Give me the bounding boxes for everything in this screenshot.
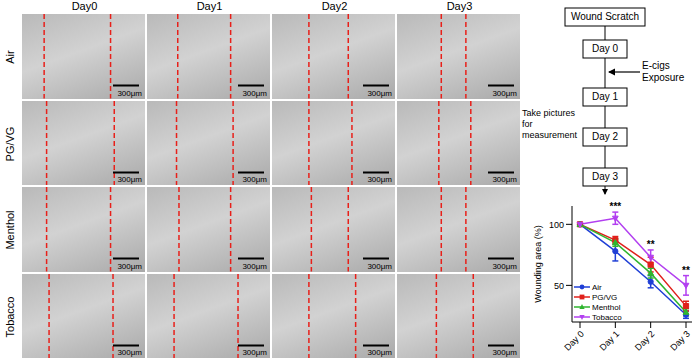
html-text:Day 0: Day 0 bbox=[591, 43, 619, 54]
html-text:Day2: Day2 bbox=[321, 0, 348, 12]
html-text:Air: Air bbox=[4, 50, 16, 64]
html-text:Day 1: Day 1 bbox=[591, 91, 619, 102]
html-text:300μm: 300μm bbox=[367, 348, 392, 357]
html-text:Tobacco: Tobacco bbox=[592, 312, 622, 322]
html-text:300μm: 300μm bbox=[492, 261, 517, 271]
html-text:Day 3: Day 3 bbox=[591, 171, 619, 182]
svg-text:Wounding area (%): Wounding area (%) bbox=[533, 225, 543, 302]
html-text:300μm: 300μm bbox=[117, 88, 142, 98]
html-text:Tobacco: Tobacco bbox=[4, 296, 16, 338]
html-text:Day1: Day1 bbox=[196, 0, 223, 12]
html-text:300μm: 300μm bbox=[367, 175, 392, 184]
html-text:300μm: 300μm bbox=[492, 175, 517, 184]
html-text:300μm: 300μm bbox=[492, 88, 517, 98]
html-text:300μm: 300μm bbox=[242, 348, 267, 357]
html-text:PG/VG: PG/VG bbox=[4, 126, 16, 162]
svg-text:Day 0: Day 0 bbox=[562, 329, 586, 353]
html-text:Take pictures for measurement: Take pictures for measurement bbox=[522, 108, 577, 140]
html-text:300μm: 300μm bbox=[117, 261, 142, 271]
html-text:Day0: Day0 bbox=[71, 0, 98, 12]
svg-text:Day 2: Day 2 bbox=[633, 329, 657, 353]
svg-text:Day 1: Day 1 bbox=[598, 329, 622, 353]
html-text:300μm: 300μm bbox=[117, 175, 142, 184]
html-text:300μm: 300μm bbox=[242, 175, 267, 184]
html-text:300μm: 300μm bbox=[242, 261, 267, 271]
html-text:Day 2: Day 2 bbox=[591, 131, 619, 142]
svg-text:**: ** bbox=[682, 265, 690, 276]
svg-text:100: 100 bbox=[549, 220, 564, 230]
html-text:300μm: 300μm bbox=[117, 348, 142, 357]
html-text:Menthol: Menthol bbox=[4, 210, 16, 250]
html-text:PG/VG: PG/VG bbox=[592, 292, 618, 302]
html-text:E-cigs Exposure: E-cigs Exposure bbox=[642, 60, 685, 83]
html-text:300μm: 300μm bbox=[367, 88, 392, 98]
html-text:Menthol: Menthol bbox=[592, 302, 621, 312]
html-text:300μm: 300μm bbox=[242, 88, 267, 98]
svg-text:**: ** bbox=[647, 239, 655, 250]
svg-text:50: 50 bbox=[554, 281, 564, 291]
svg-text:Day 3: Day 3 bbox=[668, 329, 692, 353]
html-text:Air: Air bbox=[592, 282, 602, 292]
html-text:Wound Scratch: Wound Scratch bbox=[570, 11, 640, 22]
html-text:Day3: Day3 bbox=[446, 0, 473, 12]
html-text:300μm: 300μm bbox=[492, 348, 517, 357]
html-text:300μm: 300μm bbox=[367, 261, 392, 271]
svg-text:***: *** bbox=[609, 201, 621, 212]
